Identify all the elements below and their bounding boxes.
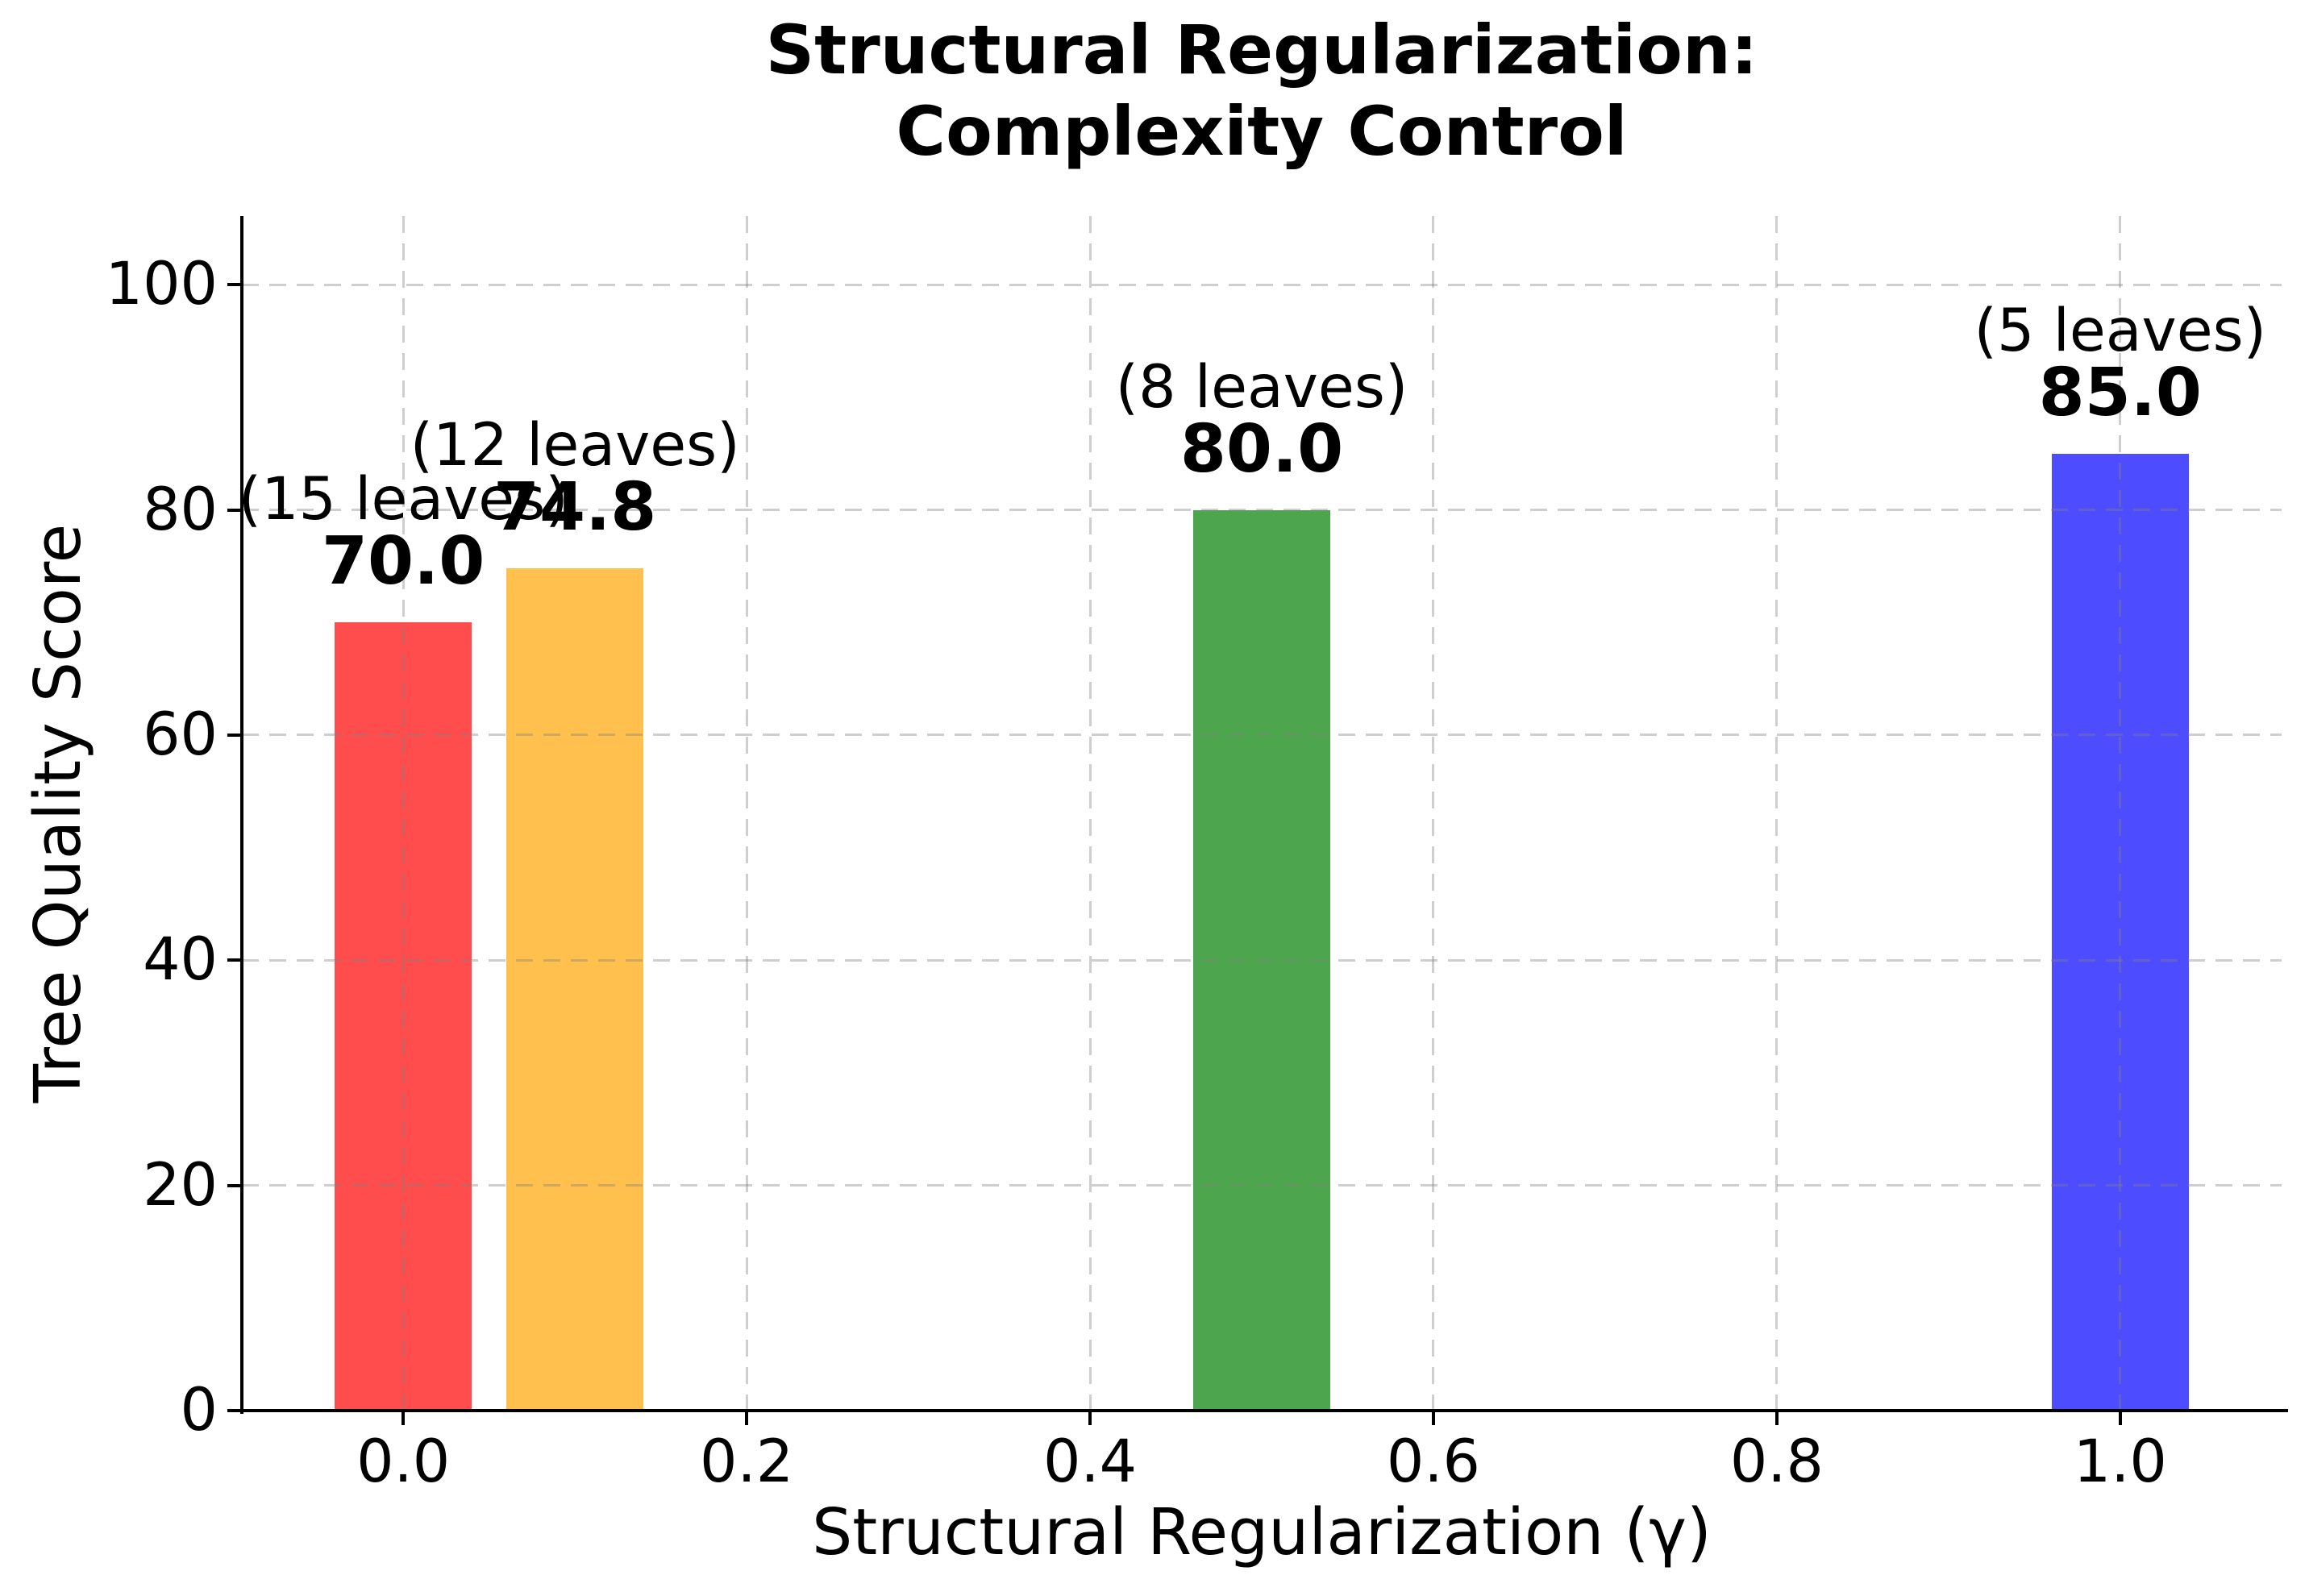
- bar: [505, 568, 644, 1411]
- y-tick-mark: [227, 1183, 240, 1187]
- y-gridline: [242, 1184, 2282, 1187]
- bar: [2051, 453, 2189, 1411]
- x-tick-label: 1.0: [2073, 1428, 2167, 1496]
- x-axis-label: Structural Regularization (γ): [812, 1495, 1712, 1569]
- bar-annotation: (5 leaves): [1974, 296, 2267, 365]
- y-tick-mark: [227, 958, 240, 962]
- x-gridline: [401, 216, 405, 1411]
- y-gridline: [242, 734, 2282, 737]
- x-axis-spine: [240, 1409, 2288, 1412]
- y-gridline: [242, 958, 2282, 962]
- bar-value-label: 74.8: [493, 469, 657, 547]
- chart-title: Structural Regularization: Complexity Co…: [242, 10, 2282, 172]
- y-tick-label: 100: [105, 250, 218, 319]
- y-tick-mark: [227, 733, 240, 737]
- y-axis-label: Tree Quality Score: [21, 523, 95, 1103]
- x-tick-label: 0.0: [356, 1428, 451, 1496]
- bar-value-label: 70.0: [322, 523, 485, 601]
- bar-annotation: (8 leaves): [1115, 352, 1408, 422]
- y-tick-label: 40: [143, 925, 218, 995]
- y-tick-mark: [227, 283, 240, 287]
- chart-title-line-1: Structural Regularization:: [765, 10, 1758, 89]
- x-gridline: [1775, 216, 1779, 1411]
- x-tick-label: 0.4: [1042, 1428, 1138, 1496]
- y-tick-label: 80: [143, 475, 218, 544]
- x-tick-label: 0.6: [1386, 1428, 1480, 1496]
- x-tick-mark: [2118, 1412, 2122, 1425]
- y-axis-spine: [240, 216, 243, 1414]
- x-tick-label: 0.8: [1729, 1428, 1824, 1496]
- x-tick-mark: [1774, 1412, 1779, 1425]
- bar-annotation: (12 leaves): [410, 411, 740, 480]
- y-tick-label: 0: [180, 1376, 218, 1444]
- bar-value-label: 80.0: [1179, 410, 1344, 488]
- x-tick-mark: [401, 1412, 406, 1425]
- x-tick-mark: [1088, 1412, 1092, 1425]
- bar-annotation: (15 leaves): [238, 465, 568, 534]
- y-gridline: [242, 509, 2282, 512]
- chart-title-line-2: Complexity Control: [896, 92, 1628, 171]
- y-tick-label: 60: [143, 700, 218, 769]
- x-tick-mark: [745, 1412, 749, 1425]
- x-tick-label: 0.2: [700, 1428, 794, 1496]
- y-gridline: [242, 283, 2282, 286]
- bar-value-label: 85.0: [2038, 354, 2202, 431]
- bar: [1192, 509, 1331, 1411]
- bar: [335, 622, 472, 1411]
- x-gridline: [2119, 216, 2122, 1411]
- x-tick-mark: [1431, 1412, 1435, 1425]
- y-tick-mark: [227, 1409, 240, 1412]
- x-gridline: [1088, 216, 1092, 1411]
- y-tick-mark: [227, 508, 240, 512]
- y-tick-label: 20: [143, 1150, 218, 1220]
- x-gridline: [745, 216, 748, 1411]
- x-gridline: [1432, 216, 1435, 1411]
